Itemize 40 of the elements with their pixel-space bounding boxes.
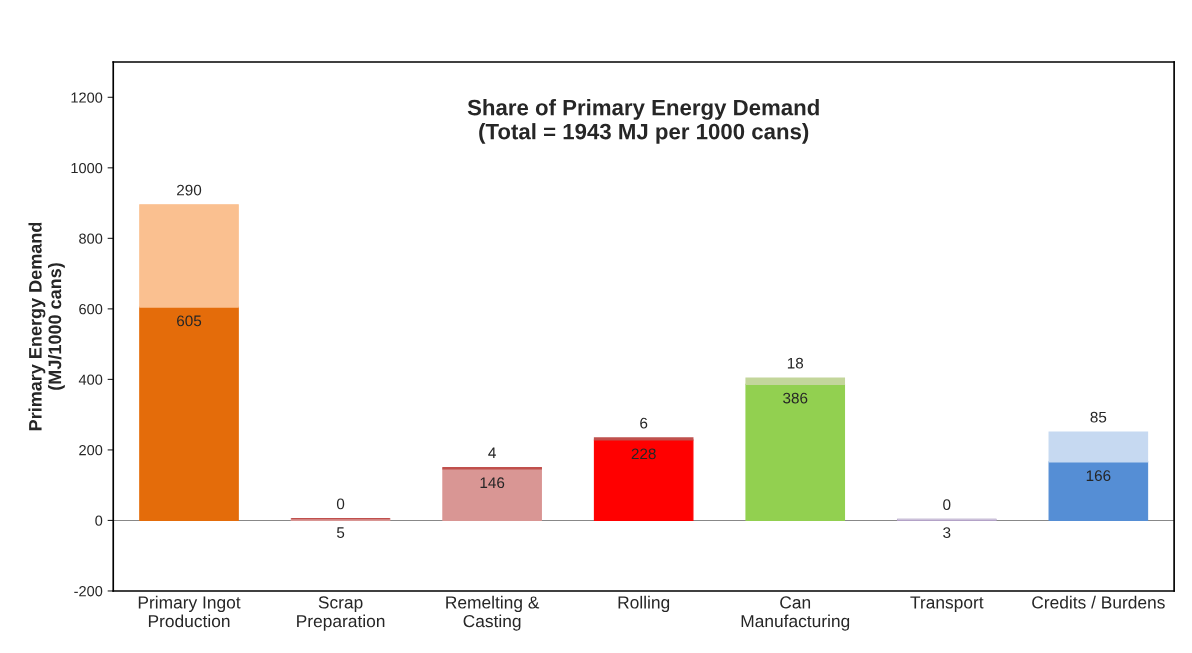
data-label: 0 [943,499,951,511]
y-tick-label: 1200 [71,92,103,103]
bar [1048,431,1149,463]
y-tick-label: -200 [74,586,103,597]
x-tick-label: Rolling [618,595,670,613]
data-label: 3 [943,527,951,539]
bar [139,306,239,521]
data-label: 6 [640,417,648,429]
y-tick-label: 0 [95,515,103,526]
data-label: 290 [177,184,202,196]
y-axis-title: Primary Energy Demand (MJ/1000 cans) [28,222,65,431]
y-tick-label: 600 [79,303,103,315]
bar [593,439,694,521]
x-tick-label: Scrap Preparation [297,596,385,631]
x-tick-label: Remelting & Casting [446,595,540,631]
y-tick-label: 800 [79,233,103,244]
data-label: 386 [783,392,808,404]
data-label: 146 [480,477,505,489]
y-tick-label: 1000 [71,162,103,174]
x-tick-label: Can Manufacturing [741,596,850,631]
x-tick-label: Credits / Burdens [1032,595,1165,609]
bar [442,468,542,521]
bar [745,377,846,385]
data-label: 4 [488,447,496,459]
y-tick-label: 200 [79,445,103,456]
y-tick-label: 400 [78,374,103,385]
bar [139,204,239,308]
data-label: 605 [177,315,202,327]
text: Share of Primary Energy Demand (Total = 1943 MJ per 1000 cans) [467,99,819,144]
data-label: 85 [1090,411,1107,423]
bar [745,383,846,521]
data-label: 166 [1086,470,1111,482]
data-label: 0 [336,498,345,510]
x-tick-label: Primary Ingot Production [138,595,241,628]
bar [1048,461,1149,521]
data-label: 5 [336,527,345,539]
bar [593,437,694,441]
data-label: 228 [631,448,656,460]
x-tick-label: Transport [910,596,984,613]
data-label: 18 [787,357,804,369]
